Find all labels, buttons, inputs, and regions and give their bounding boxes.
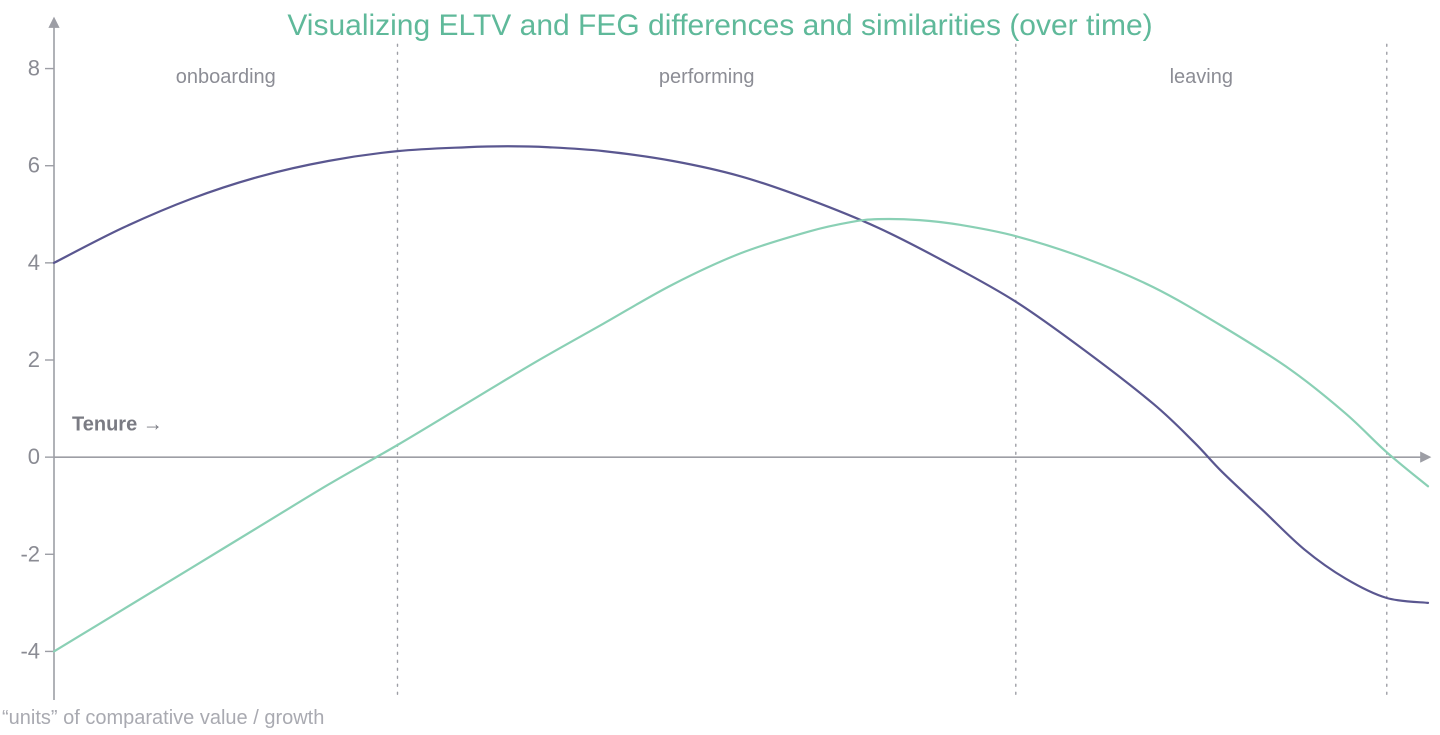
y-tick-label: 2 <box>28 347 40 372</box>
tenure-label: Tenure → <box>72 413 163 435</box>
series-eltv <box>54 146 1428 603</box>
chart-container: Visualizing ELTV and FEG differences and… <box>0 0 1440 735</box>
y-tick-label: 4 <box>28 250 40 275</box>
y-tick-label: -4 <box>20 638 40 663</box>
chart-svg: Visualizing ELTV and FEG differences and… <box>0 0 1440 735</box>
chart-title: Visualizing ELTV and FEG differences and… <box>287 9 1152 42</box>
y-tick-label: 6 <box>28 153 40 178</box>
phase-label-onboarding: onboarding <box>176 66 276 88</box>
y-tick-label: -2 <box>20 541 40 566</box>
y-axis-caption: “units” of comparative value / growth <box>2 707 324 729</box>
y-tick-label: 8 <box>28 56 40 81</box>
y-tick-label: 0 <box>28 444 40 469</box>
series-feg <box>54 219 1428 651</box>
phase-label-performing: performing <box>659 66 755 88</box>
phase-label-leaving: leaving <box>1170 66 1233 88</box>
